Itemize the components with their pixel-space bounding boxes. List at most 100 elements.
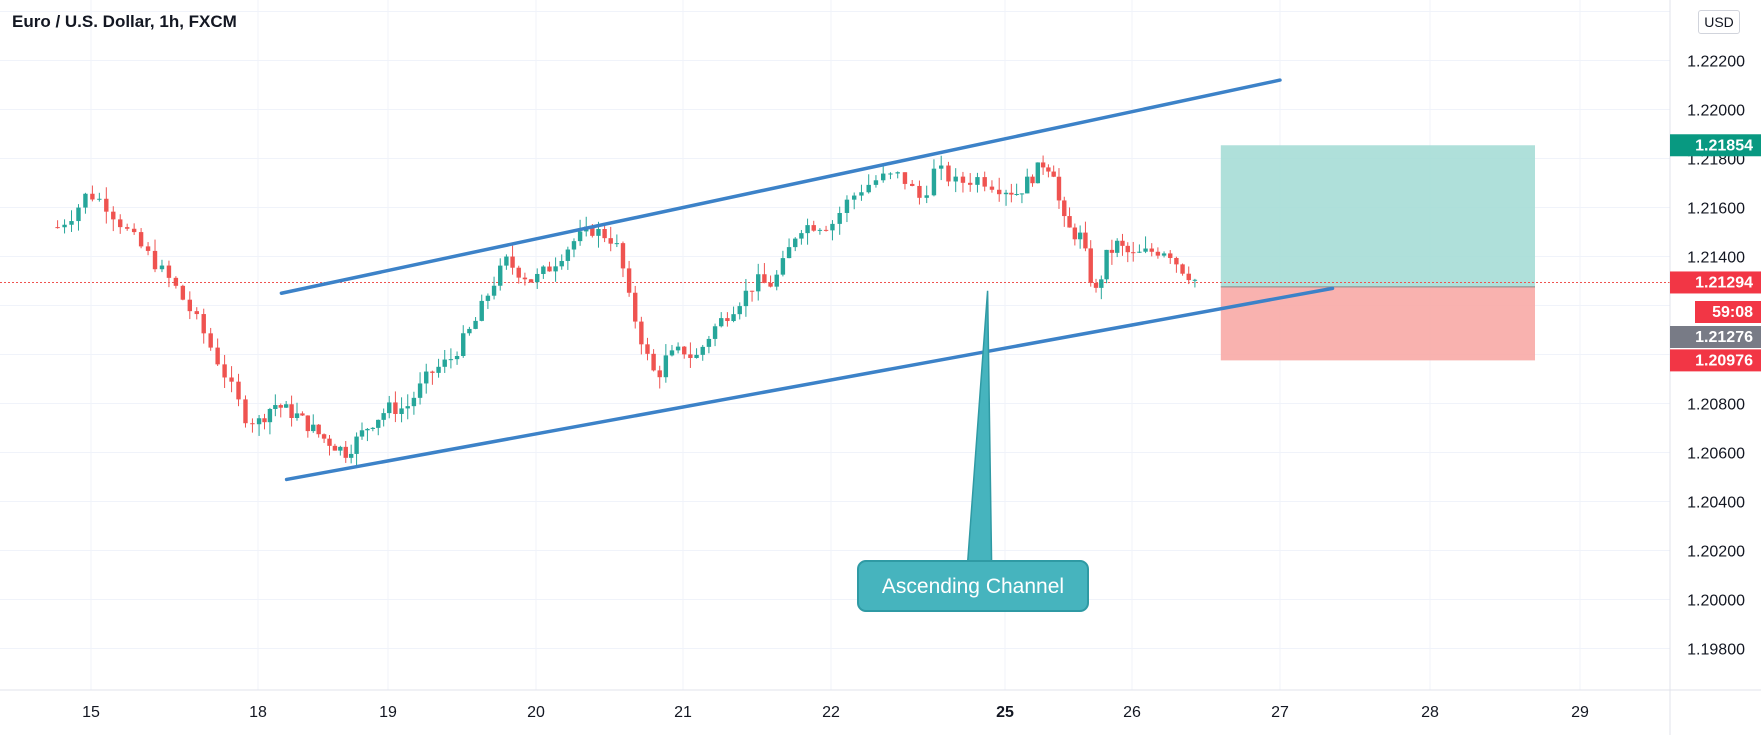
candle-body xyxy=(1003,192,1009,195)
candle xyxy=(1099,275,1104,300)
candle xyxy=(657,365,662,389)
candle-body xyxy=(69,221,74,225)
candle-body xyxy=(430,371,435,373)
candle xyxy=(700,344,705,361)
channel-upper-line[interactable] xyxy=(279,78,1282,295)
candle xyxy=(417,372,423,405)
candle-body xyxy=(1143,248,1148,252)
currency-button[interactable]: USD xyxy=(1698,10,1740,34)
candle xyxy=(1131,241,1136,262)
candle-body xyxy=(535,273,540,283)
candle xyxy=(768,275,773,288)
candle xyxy=(1051,165,1056,178)
candle xyxy=(844,195,850,223)
candle xyxy=(1025,168,1030,194)
candle xyxy=(491,276,497,300)
candle-body xyxy=(289,404,294,418)
candle-body xyxy=(712,326,718,339)
candle xyxy=(152,239,158,273)
candle-body xyxy=(267,408,273,423)
candle xyxy=(159,259,165,273)
trendlines[interactable] xyxy=(279,78,1335,482)
candle-body xyxy=(675,346,681,351)
candle-body xyxy=(953,176,958,182)
candle-body xyxy=(1149,248,1154,252)
candle-body xyxy=(645,344,650,354)
candle xyxy=(823,225,829,232)
x-tick-label: 27 xyxy=(1271,704,1289,721)
candle xyxy=(448,348,454,369)
candle-body xyxy=(917,185,922,198)
candle-body xyxy=(596,229,601,236)
chart-title: Euro / U.S. Dollar, 1h, FXCM xyxy=(12,12,237,31)
candle xyxy=(866,174,871,194)
candle xyxy=(960,171,966,193)
candle xyxy=(688,342,693,368)
candle-body xyxy=(187,299,193,312)
candle xyxy=(454,351,460,365)
candle-body xyxy=(417,383,423,398)
candle-body xyxy=(111,211,116,220)
candle-body xyxy=(1174,257,1179,265)
candle xyxy=(321,433,327,444)
candle xyxy=(1104,249,1109,284)
candle-body xyxy=(931,168,937,196)
candle xyxy=(376,419,381,436)
candle-body xyxy=(229,377,234,382)
channel-lower-line[interactable] xyxy=(284,286,1335,482)
candle xyxy=(250,418,255,433)
candle xyxy=(645,337,650,361)
candle xyxy=(712,323,718,347)
candle xyxy=(485,293,491,309)
candle xyxy=(294,402,300,421)
long-position-tool[interactable] xyxy=(1220,145,1535,361)
candle xyxy=(215,338,220,366)
target-zone[interactable] xyxy=(1220,145,1535,287)
candle xyxy=(187,291,193,320)
candle-body xyxy=(90,193,95,200)
candle-body xyxy=(1155,251,1161,256)
stop-zone[interactable] xyxy=(1220,286,1535,361)
candle xyxy=(1077,225,1083,249)
candle-body xyxy=(491,285,497,296)
candle xyxy=(553,257,558,282)
candle xyxy=(743,278,749,317)
candle xyxy=(1009,183,1014,203)
candle-body xyxy=(725,318,730,322)
candle xyxy=(442,349,447,373)
candle-body xyxy=(706,338,712,347)
candle-body xyxy=(541,266,546,274)
candle xyxy=(208,327,213,351)
candle-body xyxy=(743,290,749,307)
candle xyxy=(975,172,980,193)
candle xyxy=(1161,251,1167,258)
candle-body xyxy=(694,354,699,358)
x-tick-label: 22 xyxy=(822,704,840,721)
candle xyxy=(1040,155,1046,175)
candle xyxy=(602,224,607,243)
ascending-channel-callout[interactable]: Ascending Channel xyxy=(857,290,1089,612)
candle-body xyxy=(830,223,835,231)
candle xyxy=(811,220,816,232)
candle xyxy=(267,407,273,435)
candle xyxy=(968,173,973,192)
candle xyxy=(393,391,398,423)
candle-body xyxy=(873,180,879,185)
candle xyxy=(69,210,74,232)
candle xyxy=(97,192,102,202)
callout-box[interactable] xyxy=(857,560,1089,612)
candle xyxy=(805,218,810,245)
candle-body xyxy=(577,231,583,242)
y-tick-label: 1.22200 xyxy=(1687,54,1745,71)
candle xyxy=(138,228,144,249)
candle xyxy=(1174,256,1179,273)
candle-body xyxy=(250,423,255,425)
candle-body xyxy=(1137,251,1142,253)
candle xyxy=(430,370,435,385)
candle xyxy=(236,373,241,407)
price-marker-label: 1.21854 xyxy=(1695,137,1753,154)
candle xyxy=(541,265,546,279)
candle-body xyxy=(1067,216,1072,228)
